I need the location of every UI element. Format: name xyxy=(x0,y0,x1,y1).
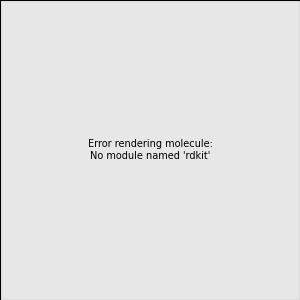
Text: Error rendering molecule:
No module named 'rdkit': Error rendering molecule: No module name… xyxy=(88,139,212,161)
